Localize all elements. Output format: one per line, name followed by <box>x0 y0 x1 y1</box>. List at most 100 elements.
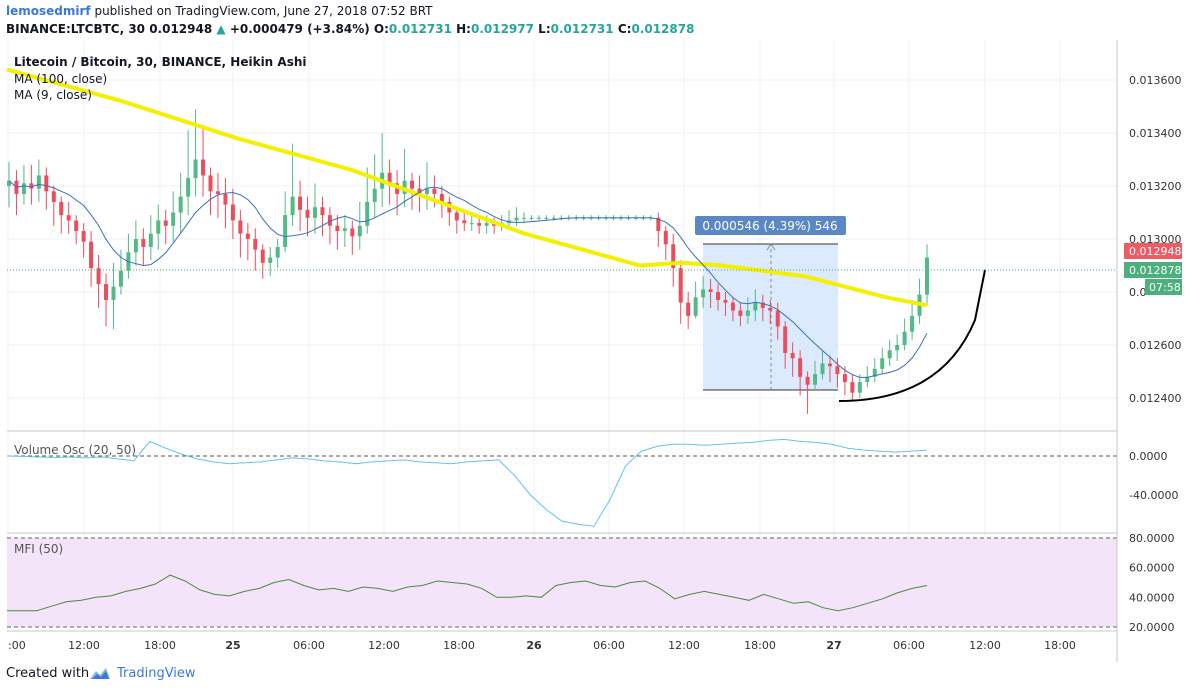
candle-body <box>745 310 750 316</box>
candle-body <box>872 368 877 377</box>
author-link[interactable]: lemosedmirf <box>6 4 91 18</box>
candle-body <box>663 231 668 245</box>
candle-body <box>424 188 429 194</box>
candle-body <box>738 310 743 316</box>
candle-body <box>805 376 810 385</box>
close-value: 0.012878 <box>631 22 695 36</box>
candle-body <box>193 159 198 179</box>
drawn-curve <box>838 269 986 402</box>
price-axis-label: 0.0 <box>1129 286 1147 299</box>
candle-body <box>775 310 780 327</box>
measure-arrow-head <box>766 243 776 251</box>
osc-axis-label: 0.0000 <box>1129 450 1168 463</box>
last-price-tag-text: 0.012948 <box>1129 245 1182 258</box>
close-label: C: <box>617 22 632 36</box>
candle-body <box>238 220 243 234</box>
candle-body <box>298 196 303 210</box>
candle-body <box>387 172 392 184</box>
time-axis-label: 18:00 <box>744 639 776 652</box>
time-axis-label: 12:00 <box>368 639 400 652</box>
candle-body <box>910 315 915 332</box>
candle-body <box>21 183 26 194</box>
candle-body <box>850 382 855 393</box>
candle-body <box>133 239 138 253</box>
time-axis-label: 27 <box>826 639 841 652</box>
candle-body <box>410 180 415 189</box>
chart-area[interactable]: 0.000546 (4.39%) 546 Litecoin / Bitcoin,… <box>0 40 1188 662</box>
candle-body <box>313 207 317 218</box>
candle-body <box>96 268 101 285</box>
symbol-line: BINANCE:LTCBTC, 30 0.012948 ▲ +0.000479 … <box>6 22 694 36</box>
candle-body <box>686 302 691 316</box>
candle-body <box>730 302 735 311</box>
candle-body <box>432 188 437 194</box>
price-axis-label: 0.013600 <box>1129 74 1182 87</box>
candle-body <box>290 196 295 216</box>
time-axis-label: :00 <box>8 639 26 652</box>
candle-body <box>66 215 71 221</box>
candle-body <box>521 217 526 219</box>
candle-body <box>887 350 892 359</box>
price-axis-label: 0.013400 <box>1129 127 1182 140</box>
candle-body <box>29 183 34 189</box>
candle-body <box>186 178 191 197</box>
candle-body <box>417 188 422 194</box>
main-title: Litecoin / Bitcoin, 30, BINANCE, Heikin … <box>14 55 307 69</box>
mfi-line <box>7 574 928 612</box>
measure-label-bg <box>695 216 846 235</box>
candle-body <box>118 270 123 287</box>
candle-body <box>223 193 228 205</box>
mfi-axis-label: 60.0000 <box>1129 562 1175 575</box>
candle-body <box>678 268 683 303</box>
candle-body <box>156 220 161 234</box>
candle-body <box>760 302 765 308</box>
candle-body <box>551 217 556 219</box>
candle-body <box>701 289 706 298</box>
time-axis-label: 06:00 <box>293 639 325 652</box>
time-axis-label: 18:00 <box>443 639 475 652</box>
candle-body <box>51 191 56 202</box>
mfi-axis-label: 40.0000 <box>1129 591 1175 604</box>
tradingview-logo-icon[interactable] <box>88 665 112 683</box>
candle-body <box>171 212 176 226</box>
candle-body <box>74 220 79 232</box>
candle-body <box>342 228 347 232</box>
candle-body <box>350 228 355 237</box>
candle-body <box>245 233 250 239</box>
time-axis-label: 18:00 <box>1044 639 1076 652</box>
candle-body <box>693 297 698 316</box>
time-axis-label: 26 <box>526 639 542 652</box>
time-axis-label: 25 <box>225 639 240 652</box>
low-label: L: <box>538 22 551 36</box>
candle-body <box>514 217 519 221</box>
candle-body <box>865 376 870 383</box>
open-label: O: <box>373 22 389 36</box>
legend-ma100: MA (100, close) <box>14 72 107 86</box>
osc-axis-label: -40.0000 <box>1129 489 1178 502</box>
publish-info: published on TradingView.com, June 27, 2… <box>90 4 433 18</box>
candle-body <box>215 191 220 194</box>
candle-body <box>768 307 773 311</box>
candle-body <box>357 225 362 237</box>
time-axis-label: 06:00 <box>593 639 625 652</box>
countdown-tag <box>1145 279 1182 295</box>
volume-osc-line <box>6 438 928 527</box>
mfi-axis-label: 80.0000 <box>1129 532 1175 545</box>
tradingview-link[interactable]: TradingView <box>117 666 196 681</box>
candle-body <box>902 331 907 345</box>
candle-body <box>305 209 310 218</box>
candle-body <box>208 175 213 192</box>
time-axis-label: 12:00 <box>668 639 700 652</box>
candle-body <box>790 352 795 359</box>
candle-body <box>372 188 377 202</box>
candle-body <box>820 363 825 375</box>
mfi-title: MFI (50) <box>14 542 63 556</box>
publish-line: lemosedmirf published on TradingView.com… <box>6 4 433 18</box>
measure-label: 0.000546 (4.39%) 546 <box>702 219 837 233</box>
candle-body <box>671 244 676 269</box>
candle-body <box>7 180 11 186</box>
candle-body <box>44 175 49 192</box>
chart-header: lemosedmirf published on TradingView.com… <box>0 0 1188 40</box>
candle-body <box>925 257 929 295</box>
osc-title: Volume Osc (20, 50) <box>14 443 136 457</box>
